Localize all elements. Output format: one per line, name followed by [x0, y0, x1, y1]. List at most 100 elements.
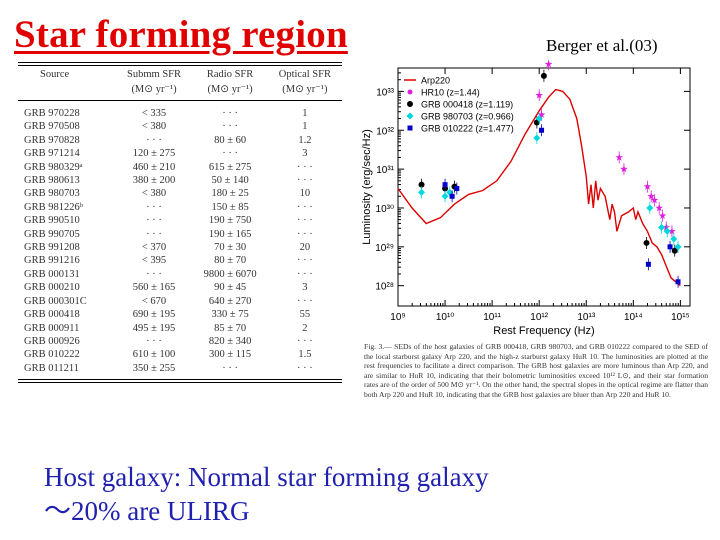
cell-source: GRB 970228 — [24, 108, 80, 119]
cell-submm-sfr: 610 ± 100 — [132, 349, 176, 361]
cell-source: GRB 970828 — [24, 134, 80, 146]
x-tick-label: 10¹⁴ — [624, 312, 643, 323]
cell-submm-sfr: · · · — [146, 228, 162, 240]
cell-submm-sfr: 495 ± 195 — [132, 322, 176, 334]
table-row: GRB 971214 120 ± 275 · · · 3 — [18, 147, 342, 160]
unit-optical: (M⊙ yr⁻¹) — [267, 81, 342, 101]
cell-radio-sfr: 150 ± 85 — [211, 201, 249, 213]
cell-source: GRB 980613 — [24, 175, 80, 187]
y-axis-label: Luminosity (erg/sec/Hz) — [361, 129, 373, 245]
y-tick-label: 10³⁰ — [376, 204, 394, 215]
cell-submm-sfr: 380 ± 200 — [132, 175, 176, 187]
cell-optical-sfr: · · · — [297, 201, 313, 213]
x-tick-label: 10⁹ — [390, 312, 405, 323]
table-row: GRB 010222 610 ± 100 300 ± 115 1.5 — [18, 348, 342, 361]
table-bottom-rule — [18, 379, 342, 384]
cell-submm-sfr: · · · — [146, 201, 162, 213]
cell-optical-sfr: 1.2 — [298, 134, 312, 146]
data-point — [662, 223, 671, 231]
data-point — [650, 196, 659, 204]
table-row: GRB 970508 < 380 · · · 1 — [18, 120, 342, 133]
plot-area — [397, 60, 682, 288]
table-row: GRB 981226ᵇ · · · 150 ± 85 · · · — [18, 201, 342, 214]
x-tick-label: 10¹² — [530, 312, 548, 323]
cell-optical-sfr: · · · — [297, 295, 313, 307]
table-units-row: (M⊙ yr⁻¹) (M⊙ yr⁻¹) (M⊙ yr⁻¹) — [18, 81, 342, 101]
cell-radio-sfr: · · · — [222, 148, 238, 160]
table-row: GRB 970828 · · · 80 ± 60 1.2 — [18, 134, 342, 147]
x-tick-label: 10¹⁰ — [436, 312, 454, 323]
cell-optical-sfr: · · · — [297, 228, 313, 240]
cell-radio-sfr: 80 ± 60 — [214, 134, 247, 146]
table-row: GRB 980329ᵃ 460 ± 210 615 ± 275 · · · — [18, 161, 342, 174]
data-point — [441, 192, 449, 200]
header-source: Source — [40, 69, 70, 80]
table-row: GRB 000301C < 670 640 ± 270 · · · — [18, 295, 342, 308]
data-point — [537, 110, 546, 118]
cell-source: GRB 990705 — [24, 228, 80, 240]
table-row: GRB 000911 495 ± 195 85 ± 70 2 — [18, 322, 342, 335]
data-point — [643, 239, 650, 246]
cell-optical-sfr: 10 — [299, 188, 311, 200]
data-point — [658, 211, 667, 219]
data-point — [539, 127, 545, 133]
sfr-table: Source Submm SFR Radio SFR Optical SFR (… — [18, 62, 342, 384]
table-row: GRB 000926 · · · 820 ± 340 · · · — [18, 335, 342, 348]
data-point — [646, 204, 654, 212]
cell-optical-sfr: 55 — [299, 309, 311, 321]
data-point — [418, 188, 426, 196]
cell-source: GRB 000210 — [24, 282, 80, 294]
summary-line-1: Host galaxy: Normal star forming galaxy — [44, 462, 489, 492]
table-row: GRB 000131 · · · 9800 ± 6070 · · · — [18, 268, 342, 281]
series-line-arp220 — [397, 88, 681, 287]
legend-swatch — [407, 125, 413, 131]
data-point — [655, 204, 663, 212]
data-point — [643, 182, 652, 190]
table-row: GRB 000418 690 ± 195 330 ± 75 55 — [18, 308, 342, 321]
cell-source: GRB 000911 — [24, 322, 80, 334]
cell-radio-sfr: · · · — [222, 108, 238, 119]
y-tick-label: 10³² — [376, 126, 394, 137]
legend-swatch — [407, 101, 413, 107]
cell-source: GRB 971214 — [24, 148, 80, 160]
cell-radio-sfr: 70 ± 30 — [214, 242, 247, 254]
cell-source: GRB 970508 — [24, 121, 80, 133]
cell-optical-sfr: · · · — [297, 175, 313, 187]
y-tick-label: 10³¹ — [376, 165, 394, 176]
slide-title: Star forming region — [14, 13, 348, 56]
cell-source: GRB 011211 — [24, 362, 79, 374]
legend-label: HR10 (z=1.44) — [421, 88, 480, 98]
summary-text: Host galaxy: Normal star forming galaxy … — [44, 460, 489, 528]
cell-radio-sfr: 9800 ± 6070 — [203, 268, 257, 280]
cell-radio-sfr: 820 ± 340 — [208, 335, 252, 347]
legend-label: GRB 980703 (z=0.966) — [421, 112, 514, 122]
cell-submm-sfr: · · · — [146, 268, 162, 280]
cell-optical-sfr: · · · — [297, 215, 313, 227]
cell-radio-sfr: 180 ± 25 — [211, 188, 249, 200]
data-point — [658, 223, 666, 231]
cell-submm-sfr: 350 ± 255 — [132, 362, 176, 374]
cell-optical-sfr: · · · — [297, 268, 313, 280]
cell-radio-sfr: · · · — [222, 121, 238, 133]
table-row: GRB 000210 560 ± 165 90 ± 45 3 — [18, 281, 342, 294]
table-row: GRB 991216 < 395 80 ± 70 · · · — [18, 254, 342, 267]
cell-submm-sfr: · · · — [146, 134, 162, 146]
table-row: GRB 991208 < 370 70 ± 30 20 — [18, 241, 342, 254]
cell-radio-sfr: 190 ± 750 — [208, 215, 252, 227]
unit-radio: (M⊙ yr⁻¹) — [192, 81, 268, 101]
cell-source: GRB 990510 — [24, 215, 80, 227]
data-point — [544, 60, 553, 68]
cell-source: GRB 980703 — [24, 188, 80, 200]
data-point — [663, 227, 671, 235]
cell-radio-sfr: 640 ± 270 — [208, 295, 252, 307]
y-tick-label: 10³³ — [376, 87, 394, 98]
data-point — [615, 153, 623, 161]
cell-optical-sfr: 1 — [302, 108, 308, 119]
cell-radio-sfr: · · · — [222, 362, 238, 374]
cell-radio-sfr: 80 ± 70 — [214, 255, 247, 267]
data-point — [647, 192, 655, 200]
cell-optical-sfr: · · · — [297, 362, 313, 374]
cell-radio-sfr: 50 ± 140 — [211, 175, 249, 187]
cell-optical-sfr: 3 — [302, 148, 308, 160]
cell-radio-sfr: 190 ± 165 — [208, 228, 252, 240]
